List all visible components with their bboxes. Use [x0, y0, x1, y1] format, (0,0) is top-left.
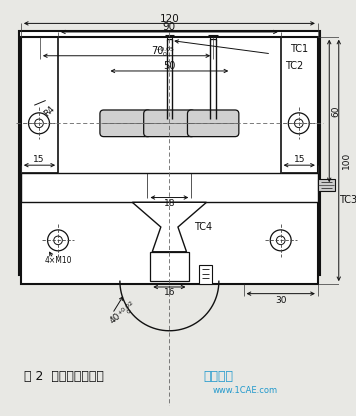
Circle shape [294, 119, 303, 128]
Text: 15: 15 [33, 155, 45, 164]
Polygon shape [132, 202, 206, 252]
Text: 图 2  温度传感器及热: 图 2 温度传感器及热 [24, 370, 104, 383]
Text: TC4: TC4 [194, 222, 212, 232]
Text: +0.02
0: +0.02 0 [117, 300, 138, 320]
Text: 70: 70 [151, 46, 163, 56]
Bar [199, 265, 212, 284]
Circle shape [270, 230, 291, 251]
Circle shape [35, 119, 43, 128]
FancyBboxPatch shape [144, 110, 195, 136]
Text: 120: 120 [159, 14, 179, 24]
Bar [21, 37, 318, 284]
Text: 40: 40 [108, 311, 122, 325]
FancyBboxPatch shape [188, 110, 239, 136]
Circle shape [288, 113, 309, 134]
Circle shape [48, 230, 68, 251]
Bar [21, 173, 318, 202]
Text: 60: 60 [331, 105, 340, 117]
Text: 16: 16 [164, 288, 175, 297]
Text: 50: 50 [163, 61, 176, 71]
Bar [150, 252, 189, 281]
Text: +0.05
0: +0.05 0 [155, 47, 174, 57]
Bar [19, 31, 320, 275]
Text: R4: R4 [42, 104, 57, 118]
Circle shape [54, 236, 62, 245]
Text: 仿真在线: 仿真在线 [204, 370, 234, 383]
Text: 18: 18 [164, 199, 175, 208]
Text: 100: 100 [342, 152, 351, 169]
Text: TC3: TC3 [339, 196, 356, 206]
Text: 30: 30 [275, 296, 287, 305]
Text: 15: 15 [294, 155, 305, 164]
FancyBboxPatch shape [100, 110, 151, 136]
Text: 90: 90 [163, 22, 176, 32]
Text: TC1: TC1 [290, 44, 308, 54]
Text: TC2: TC2 [286, 61, 304, 71]
Circle shape [28, 113, 49, 134]
Circle shape [277, 236, 285, 245]
Bar [318, 179, 335, 191]
Text: www.1CAE.com: www.1CAE.com [213, 386, 278, 395]
Text: 4×M10: 4×M10 [44, 256, 72, 265]
